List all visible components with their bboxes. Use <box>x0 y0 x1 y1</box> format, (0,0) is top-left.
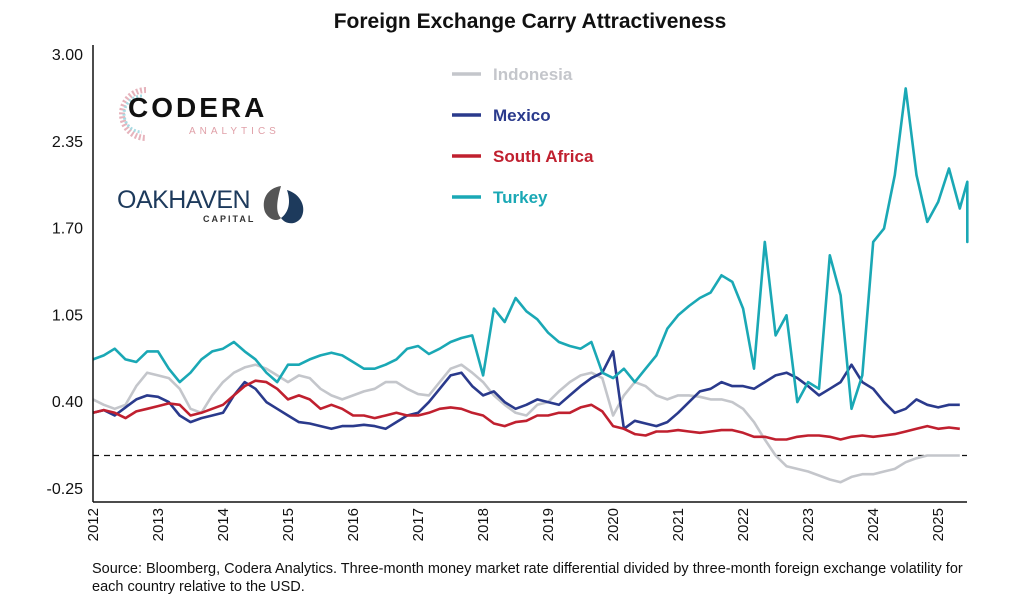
source-note: Source: Bloomberg, Codera Analytics. Thr… <box>92 561 963 595</box>
x-tick-label: 2013 <box>150 508 167 541</box>
x-tick-label: 2014 <box>215 508 232 541</box>
x-tick-label: 2018 <box>475 508 492 541</box>
series-line-mexico <box>92 350 960 431</box>
x-tick-label: 2015 <box>280 508 297 541</box>
x-tick-label: 2022 <box>735 508 752 541</box>
series-line-turkey <box>92 87 969 411</box>
oak-leaf-icon <box>263 186 304 224</box>
x-tick-label: 2019 <box>540 508 557 541</box>
x-tick-label: 2020 <box>605 508 622 541</box>
legend-label: Mexico <box>493 106 551 125</box>
y-tick-label: 3.00 <box>52 47 83 64</box>
codera-logo: CODERA ANALYTICS <box>112 82 292 142</box>
x-tick-label: 2024 <box>865 508 882 541</box>
x-tick-label: 2016 <box>345 508 362 541</box>
codera-logo-text: CODERA <box>128 92 268 123</box>
x-tick-label: 2025 <box>930 508 947 541</box>
codera-c-mark-icon <box>119 87 147 141</box>
oakhaven-logo-text: OAKHAVEN <box>117 186 251 214</box>
series-line-indonesia <box>92 363 960 484</box>
x-tick-label: 2012 <box>85 508 102 541</box>
y-tick-label: 0.40 <box>52 394 83 411</box>
y-tick-label: 2.35 <box>52 134 83 151</box>
legend-label: Turkey <box>493 188 548 207</box>
x-tick-label: 2017 <box>410 508 427 541</box>
y-tick-label: 1.70 <box>52 221 83 238</box>
series-line-south-africa <box>92 379 960 441</box>
legend-label: Indonesia <box>493 65 573 84</box>
oakhaven-logo: OAKHAVEN CAPITAL <box>117 182 317 227</box>
x-tick-label: 2021 <box>670 508 687 541</box>
codera-logo-subtext: ANALYTICS <box>189 126 280 137</box>
x-tick-label: 2023 <box>800 508 817 541</box>
chart-title: Foreign Exchange Carry Attractiveness <box>333 10 727 33</box>
oakhaven-logo-subtext: CAPITAL <box>203 214 256 224</box>
y-tick-label: 1.05 <box>52 307 83 324</box>
y-tick-label: -0.25 <box>47 481 84 498</box>
legend-label: South Africa <box>493 147 594 166</box>
